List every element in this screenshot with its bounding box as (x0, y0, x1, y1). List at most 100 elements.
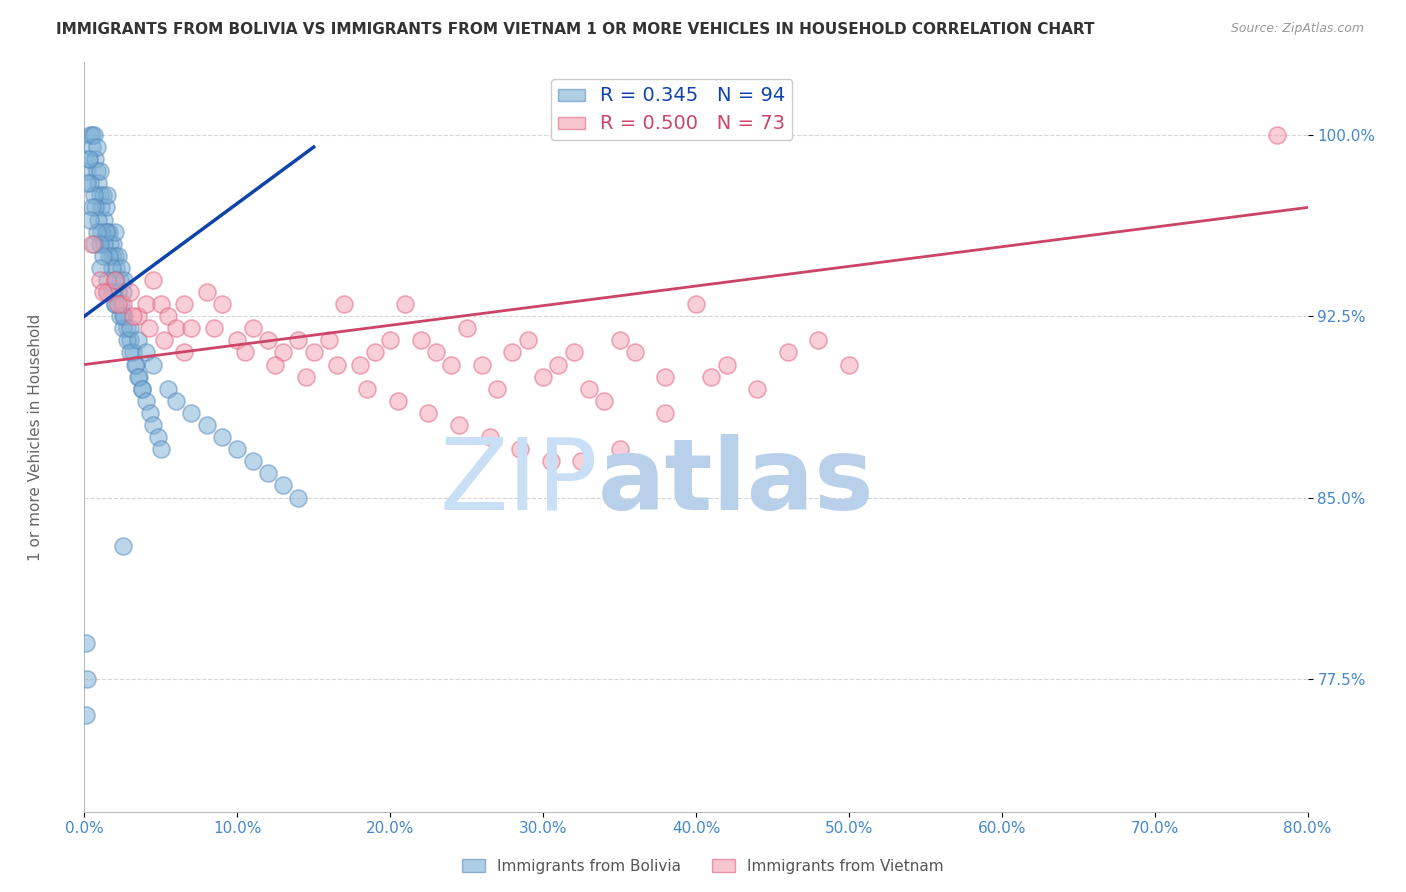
Point (87, 212, 110, 227)
Point (747, 382, 769, 396)
Point (112, 273, 135, 287)
Point (157, 382, 180, 396)
Point (79, 128, 101, 142)
Point (380, 334, 402, 348)
Point (127, 310, 149, 324)
Point (271, 478, 294, 492)
Point (96, 273, 118, 287)
Point (110, 260, 132, 275)
Point (93, 212, 115, 227)
Point (142, 358, 165, 372)
Point (146, 430, 169, 444)
Point (257, 334, 280, 348)
Point (105, 260, 128, 275)
Point (90, 225, 112, 239)
Point (91, 249, 114, 263)
Point (107, 297, 129, 311)
Point (124, 358, 146, 372)
Point (120, 321, 142, 335)
Point (103, 236, 125, 251)
Point (654, 406, 676, 420)
Point (89, 164, 111, 178)
Point (111, 539, 134, 553)
Point (776, 345, 799, 359)
Point (110, 297, 132, 311)
Point (609, 442, 631, 457)
Legend: R = 0.345   N = 94, R = 0.500   N = 73: R = 0.345 N = 94, R = 0.500 N = 73 (551, 79, 792, 140)
Point (115, 321, 138, 335)
Point (135, 393, 157, 408)
Point (127, 334, 149, 348)
Point (131, 382, 153, 396)
Point (107, 249, 129, 263)
Point (83, 128, 105, 142)
Point (364, 345, 387, 359)
Point (96, 285, 118, 299)
Point (531, 369, 554, 384)
Point (89, 188, 111, 202)
Point (84, 201, 107, 215)
Point (111, 310, 134, 324)
Point (509, 442, 531, 457)
Point (654, 369, 676, 384)
Point (173, 297, 195, 311)
Point (77, 152, 100, 166)
Point (202, 321, 225, 335)
Point (120, 285, 142, 299)
Point (325, 358, 347, 372)
Point (838, 358, 860, 372)
Text: atlas: atlas (598, 434, 875, 531)
Point (195, 285, 218, 299)
Point (211, 430, 233, 444)
Point (425, 345, 447, 359)
Point (287, 491, 309, 505)
Point (76, 164, 98, 178)
Point (128, 369, 150, 384)
Point (96, 225, 118, 239)
Point (76, 672, 98, 686)
Point (139, 406, 162, 420)
Point (165, 321, 187, 335)
Point (122, 345, 145, 359)
Point (569, 454, 592, 468)
Point (149, 442, 172, 457)
Point (287, 334, 309, 348)
Point (516, 334, 538, 348)
Point (91, 285, 114, 299)
Point (716, 358, 738, 372)
Point (87, 176, 110, 190)
Point (80, 236, 103, 251)
Point (104, 249, 127, 263)
Point (478, 430, 501, 444)
Point (138, 321, 160, 335)
Point (142, 417, 165, 432)
Point (394, 297, 416, 311)
Point (122, 310, 145, 324)
Point (142, 273, 165, 287)
Point (75, 635, 97, 649)
Point (89, 273, 111, 287)
Point (98, 236, 121, 251)
Point (135, 345, 157, 359)
Point (94, 201, 117, 215)
Point (90, 201, 112, 215)
Point (83, 236, 105, 251)
Point (502, 345, 524, 359)
Point (157, 310, 180, 324)
Point (700, 369, 723, 384)
Point (96, 188, 118, 202)
Point (77, 152, 100, 166)
Point (94, 225, 117, 239)
Point (486, 382, 509, 396)
Point (173, 345, 195, 359)
Point (418, 406, 440, 420)
Point (104, 297, 127, 311)
Point (135, 297, 157, 311)
Point (1265, 128, 1288, 142)
Point (547, 358, 569, 372)
Point (295, 369, 318, 384)
Point (91, 188, 114, 202)
Point (96, 285, 118, 299)
Point (153, 334, 176, 348)
Point (471, 358, 494, 372)
